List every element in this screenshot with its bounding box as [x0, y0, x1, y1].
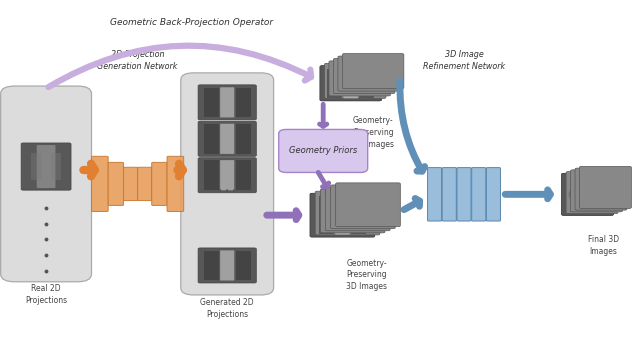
Circle shape	[570, 185, 605, 204]
FancyBboxPatch shape	[21, 143, 71, 190]
FancyBboxPatch shape	[180, 73, 274, 295]
FancyBboxPatch shape	[336, 183, 401, 227]
FancyBboxPatch shape	[204, 88, 219, 117]
FancyBboxPatch shape	[108, 162, 124, 205]
Text: Geometry Priors: Geometry Priors	[289, 146, 357, 155]
Text: 2D Projection
Generation Network: 2D Projection Generation Network	[97, 50, 178, 71]
FancyBboxPatch shape	[326, 187, 390, 231]
Text: Generated 2D
Projections: Generated 2D Projections	[200, 298, 254, 319]
FancyBboxPatch shape	[472, 168, 486, 221]
FancyBboxPatch shape	[310, 193, 375, 237]
Text: Final 3D
Images: Final 3D Images	[588, 235, 619, 256]
FancyBboxPatch shape	[562, 173, 614, 215]
FancyBboxPatch shape	[236, 251, 251, 280]
FancyBboxPatch shape	[580, 167, 631, 208]
FancyBboxPatch shape	[320, 66, 381, 101]
FancyBboxPatch shape	[575, 168, 627, 210]
FancyBboxPatch shape	[204, 251, 219, 280]
FancyBboxPatch shape	[321, 189, 385, 233]
FancyBboxPatch shape	[51, 153, 61, 180]
FancyBboxPatch shape	[359, 69, 374, 98]
FancyBboxPatch shape	[167, 156, 184, 212]
FancyBboxPatch shape	[562, 173, 614, 215]
FancyBboxPatch shape	[220, 87, 234, 117]
Text: • • •: • • •	[218, 187, 236, 196]
FancyBboxPatch shape	[327, 69, 342, 98]
Text: 3D Image
Refinement Network: 3D Image Refinement Network	[423, 50, 505, 71]
FancyBboxPatch shape	[220, 160, 234, 190]
FancyBboxPatch shape	[331, 185, 396, 229]
FancyBboxPatch shape	[428, 168, 442, 221]
FancyBboxPatch shape	[486, 168, 500, 221]
FancyBboxPatch shape	[236, 124, 251, 153]
FancyBboxPatch shape	[457, 168, 471, 221]
FancyBboxPatch shape	[204, 160, 219, 190]
FancyBboxPatch shape	[320, 66, 381, 101]
FancyBboxPatch shape	[316, 191, 380, 235]
FancyBboxPatch shape	[335, 196, 349, 235]
Circle shape	[577, 189, 598, 200]
FancyBboxPatch shape	[198, 85, 256, 120]
FancyArrowPatch shape	[49, 46, 311, 87]
Text: Geometry-
Preserving
3D Images: Geometry- Preserving 3D Images	[353, 116, 394, 149]
Text: Geometric Back-Projection Operator: Geometric Back-Projection Operator	[111, 18, 273, 27]
FancyBboxPatch shape	[333, 58, 395, 93]
FancyBboxPatch shape	[92, 156, 108, 212]
FancyBboxPatch shape	[31, 153, 42, 180]
FancyBboxPatch shape	[342, 53, 404, 89]
FancyBboxPatch shape	[204, 124, 219, 153]
FancyBboxPatch shape	[310, 193, 375, 237]
FancyBboxPatch shape	[236, 160, 251, 190]
FancyBboxPatch shape	[236, 88, 251, 117]
FancyBboxPatch shape	[198, 248, 256, 283]
FancyBboxPatch shape	[198, 121, 256, 156]
FancyBboxPatch shape	[338, 56, 399, 91]
FancyBboxPatch shape	[329, 61, 390, 96]
FancyBboxPatch shape	[198, 158, 256, 193]
FancyBboxPatch shape	[319, 196, 334, 234]
FancyBboxPatch shape	[279, 129, 367, 172]
FancyBboxPatch shape	[152, 162, 167, 205]
FancyBboxPatch shape	[324, 63, 386, 99]
FancyBboxPatch shape	[36, 145, 56, 188]
FancyBboxPatch shape	[1, 86, 92, 282]
Text: Geometry-
Preserving
3D Images: Geometry- Preserving 3D Images	[346, 259, 387, 291]
FancyBboxPatch shape	[124, 167, 138, 201]
FancyBboxPatch shape	[138, 167, 152, 201]
Text: Real 2D
Projections: Real 2D Projections	[25, 284, 67, 305]
FancyBboxPatch shape	[344, 68, 358, 99]
FancyBboxPatch shape	[351, 196, 366, 234]
FancyBboxPatch shape	[566, 171, 618, 213]
FancyBboxPatch shape	[571, 170, 622, 212]
FancyBboxPatch shape	[220, 251, 234, 280]
FancyBboxPatch shape	[220, 124, 234, 154]
FancyBboxPatch shape	[442, 168, 456, 221]
